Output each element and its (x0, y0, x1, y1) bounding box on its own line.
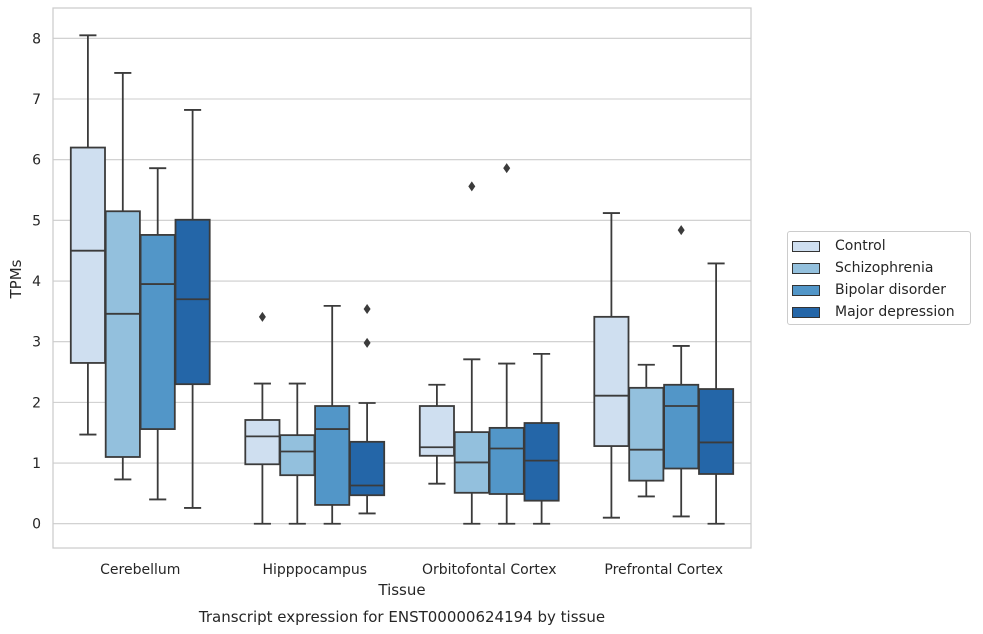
outlier-point (363, 337, 371, 348)
iqr-box (628, 386, 665, 482)
outlier-point (258, 311, 266, 322)
y-tick-label: 5 (32, 213, 41, 229)
box-series (69, 34, 735, 525)
outlier-point (468, 181, 476, 192)
legend-swatch-control (792, 240, 820, 252)
y-tick-labels: 0 1 2 3 4 5 6 7 8 (32, 31, 41, 532)
y-axis-label: TPMs (7, 259, 25, 299)
x-tick-label: Cerebellum (100, 562, 180, 578)
box-control-orbitofontal-cortex (418, 383, 455, 485)
box-major-depression-prefrontal-cortex (698, 262, 735, 525)
y-tick-label: 6 (32, 153, 41, 169)
box-major-depression-orbitofontal-cortex (523, 352, 560, 525)
x-tick-labels: Cerebellum Hipppocampus Orbitofontal Corte… (100, 562, 723, 578)
iqr-box (418, 405, 455, 457)
y-tick-label: 1 (32, 456, 41, 472)
y-tick-label: 4 (32, 274, 41, 290)
box-major-depression-cerebellum (174, 109, 211, 509)
legend-label-schizophrenia: Schizophrenia (835, 260, 934, 276)
iqr-box (69, 146, 106, 364)
box-control-prefrontal-cortex (593, 212, 630, 519)
iqr-box (523, 422, 560, 502)
y-tick-label: 2 (32, 395, 41, 411)
iqr-box (593, 315, 630, 447)
legend-swatch-schizophrenia (792, 262, 820, 274)
outlier-point (503, 163, 511, 174)
outlier-point (677, 225, 685, 236)
x-axis-label: Tissue (377, 581, 425, 599)
box-bipolar-disorder-prefrontal-cortex (663, 225, 700, 518)
legend-label-major-depression: Major depression (835, 304, 955, 320)
iqr-box (139, 234, 176, 430)
box-bipolar-disorder-hipppocampus (314, 305, 351, 525)
iqr-box (279, 434, 316, 477)
chart-title: Transcript expression for ENST0000062419… (198, 608, 605, 626)
box-major-depression-hipppocampus (349, 303, 386, 515)
iqr-box (104, 210, 141, 458)
y-tick-label: 0 (32, 517, 41, 533)
legend-label-control: Control (835, 238, 886, 254)
iqr-box (244, 419, 281, 466)
box-control-cerebellum (69, 34, 106, 436)
legend-swatch-major-depression (792, 306, 820, 318)
box-bipolar-disorder-cerebellum (139, 167, 176, 501)
box-bipolar-disorder-orbitofontal-cortex (488, 163, 525, 525)
y-tick-label: 8 (32, 31, 41, 47)
legend-label-bipolar-disorder: Bipolar disorder (835, 282, 947, 298)
iqr-box (349, 440, 386, 497)
x-tick-label: Hipppocampus (262, 562, 367, 578)
legend: Control Schizophrenia Bipolar disorder M… (787, 231, 971, 325)
iqr-box (663, 383, 700, 470)
box-schizophrenia-prefrontal-cortex (628, 363, 665, 498)
iqr-box (488, 426, 525, 495)
plot-frame (52, 7, 752, 549)
legend-item-schizophrenia: Schizophrenia (792, 259, 933, 277)
iqr-box (174, 218, 211, 386)
legend-item-bipolar-disorder: Bipolar disorder (792, 281, 946, 299)
x-tick-label: Prefrontal Cortex (604, 562, 723, 578)
box-schizophrenia-hipppocampus (279, 382, 316, 525)
y-tick-label: 3 (32, 335, 41, 351)
legend-item-major-depression: Major depression (792, 303, 955, 321)
outlier-point (363, 303, 371, 314)
y-tick-label: 7 (32, 92, 41, 108)
iqr-box (314, 405, 351, 506)
iqr-box (698, 388, 735, 475)
box-schizophrenia-cerebellum (104, 72, 141, 481)
legend-swatch-bipolar-disorder (792, 284, 820, 296)
legend-item-control: Control (792, 237, 886, 255)
x-tick-label: Orbitofontal Cortex (422, 562, 557, 578)
